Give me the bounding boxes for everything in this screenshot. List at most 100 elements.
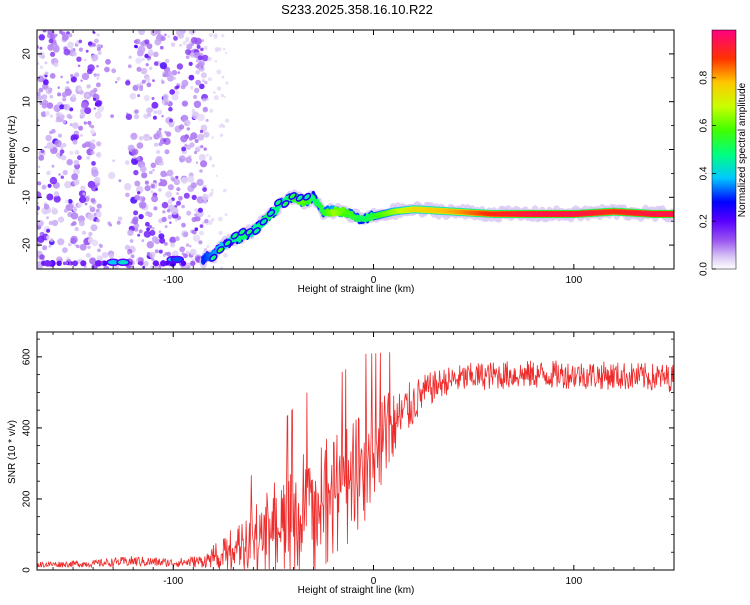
spectrogram-noise-cell: [211, 164, 215, 168]
spectrogram-noise-cell: [151, 97, 155, 100]
spectrogram-noise-cell: [195, 79, 202, 86]
spectrogram-noise-cell: [49, 73, 56, 79]
spectrogram-noise-cell: [189, 248, 197, 256]
spectrogram-noise-cell: [42, 99, 48, 106]
spectrogram-noise-cell: [65, 199, 69, 204]
spectrogram-noise-cell: [169, 221, 172, 224]
carrier-lump: [209, 253, 218, 262]
spectrogram-noise-cell: [129, 148, 133, 152]
spectrogram-noise-cell: [204, 218, 209, 224]
carrier-lump: [237, 227, 247, 236]
spectrogram-noise-cell: [135, 57, 142, 64]
spectrogram-noise-cell: [161, 201, 169, 209]
spectrogram-noise-cell: [161, 216, 167, 223]
spectrogram-noise-cell: [37, 75, 45, 83]
spectrogram-noise-cell: [44, 71, 49, 76]
spectrogram-noise-cell: [137, 45, 146, 54]
spectrogram-noise-cell: [90, 224, 98, 232]
spectrogram-noise-cell: [171, 93, 179, 101]
spectrogram-noise-cell: [218, 230, 223, 236]
spectrogram-noise-cell: [140, 67, 148, 75]
spectrogram-noise-cell: [77, 202, 83, 208]
spectrogram-noise-cell: [55, 119, 59, 123]
spectrogram-noise-cell: [164, 101, 169, 105]
spectrogram-noise-cell: [143, 260, 149, 267]
spectrogram-noise-cell: [37, 235, 45, 243]
spectrogram-noise-cell: [108, 172, 116, 180]
spectrogram-noise-cell: [186, 210, 192, 216]
spectrogram-y-axis: -20 -10 0 10 20: [22, 29, 674, 270]
spectrogram-noise-cell: [93, 176, 101, 184]
spectrogram-noise-cell: [76, 244, 80, 249]
spectrogram-noise-cell: [72, 207, 78, 213]
spectrogram-noise-cell: [41, 184, 47, 190]
spectrogram-noise-cell: [218, 216, 223, 222]
spectrogram-noise-cell: [37, 62, 40, 65]
spectrogram-noise-cell: [202, 98, 207, 103]
spectrogram-noise-cell: [194, 213, 198, 217]
spectrogram-noise-cell: [116, 76, 121, 81]
spectrogram-noise-cell: [148, 56, 151, 59]
spectrogram-noise-cell: [173, 77, 177, 80]
spectrogram-noise-cell: [203, 131, 210, 138]
spectrogram-noise-cell: [133, 227, 139, 232]
spectrogram-noise-cell: [94, 260, 102, 267]
colorbar-gradient: [711, 29, 737, 270]
colorbar-tick-label: 0.2: [699, 214, 710, 228]
spectrogram-noise-cell: [144, 185, 151, 192]
y-tick-label: 200: [22, 490, 33, 507]
spectrogram-noise-cell: [192, 94, 198, 100]
carrier-lump: [223, 239, 232, 248]
spectrogram-noise-cell: [147, 112, 152, 118]
spectrogram-noise-cell: [158, 233, 165, 240]
spectrogram-noise-cell: [67, 242, 72, 247]
spectrogram-noise-cell: [176, 85, 180, 89]
spectrogram-noise-cell: [77, 64, 81, 68]
spectrogram-noise-cell: [46, 228, 51, 233]
spectrogram-noise-cell: [149, 229, 156, 236]
spectrogram-noise-cell: [107, 221, 111, 225]
spectrogram-noise-cell: [97, 248, 101, 253]
spectrogram-noise-cell: [160, 170, 167, 178]
spectrogram-noise-cell: [164, 242, 168, 246]
spectrogram-noise-cell: [87, 120, 92, 126]
colorbar: 0.0 0.2 0.4 0.6 0.8 Normalized spectral ampl…: [699, 29, 748, 276]
spectrogram-noise-cell: [199, 169, 203, 173]
spectrogram-noise-cell: [125, 160, 130, 165]
spectrogram-noise-cell: [38, 155, 45, 161]
spectrogram-hotspot: [116, 258, 130, 267]
spectrogram-noise-cell: [86, 68, 93, 75]
spectrogram-noise-cell: [137, 191, 141, 195]
spectrogram-noise-cell: [96, 65, 99, 68]
spectrogram-noise-cell: [211, 136, 214, 139]
spectrogram-noise-cell: [152, 168, 155, 172]
spectrogram-noise-cell: [158, 249, 163, 254]
spectrogram-noise-cell: [224, 96, 226, 98]
y-tick-label: 600: [22, 348, 33, 365]
spectrogram-noise-cell: [57, 86, 60, 89]
spectrogram-noise-cell: [151, 101, 159, 109]
spectrogram-noise-cell: [183, 231, 189, 237]
spectrogram-noise-cell: [225, 81, 229, 85]
spectrogram-noise-cell: [143, 230, 151, 238]
spectrogram-noise-cell: [73, 159, 80, 166]
spectrogram-noise-cell: [164, 58, 170, 64]
colorbar-tick-label: 0.0: [699, 262, 710, 276]
spectrogram-noise-cell: [175, 218, 178, 222]
spectrogram-noise-cell: [208, 192, 213, 197]
spectrogram-noise-cell: [134, 180, 141, 187]
spectrogram-noise-cell: [91, 169, 99, 177]
spectrogram-noise-cell: [154, 38, 162, 46]
spectrogram-noise-cell: [103, 265, 110, 269]
y-tick-label: 0: [22, 146, 33, 152]
spectrogram-noise-cell: [89, 129, 96, 135]
spectrogram-noise-cell: [96, 77, 99, 80]
spectrogram-noise-cell: [57, 92, 62, 97]
spectrogram-noise-cell: [203, 200, 208, 205]
spectrogram-noise-cell: [37, 181, 42, 186]
spectrogram-noise-cell: [59, 104, 65, 110]
spectrogram-noise-cell: [142, 265, 146, 269]
spectrogram-noise-cell: [188, 61, 193, 66]
spectrogram-noise-cell: [215, 174, 218, 177]
spectrogram-noise-cell: [43, 204, 50, 210]
